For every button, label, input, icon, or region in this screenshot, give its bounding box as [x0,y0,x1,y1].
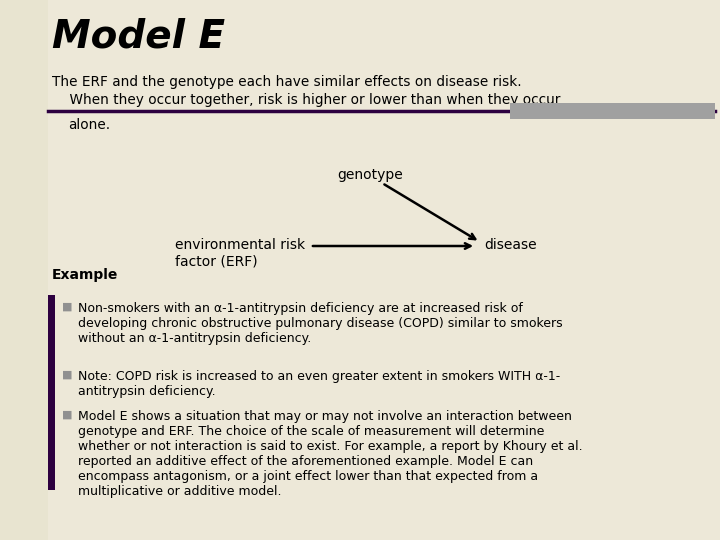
Text: When they occur together, risk is higher or lower than when they occur: When they occur together, risk is higher… [52,93,560,107]
Text: alone.: alone. [68,118,110,132]
Text: Note: COPD risk is increased to an even greater extent in smokers WITH α-1-
anti: Note: COPD risk is increased to an even … [78,370,560,398]
Text: genotype: genotype [337,168,403,182]
Text: ■: ■ [62,302,73,312]
Text: Example: Example [52,268,118,282]
Text: ■: ■ [62,370,73,380]
Text: Model E: Model E [52,18,225,56]
Text: Non-smokers with an α-1-antitrypsin deficiency are at increased risk of
developi: Non-smokers with an α-1-antitrypsin defi… [78,302,562,345]
Bar [48,295,55,490]
Text: The ERF and the genotype each have similar effects on disease risk.: The ERF and the genotype each have simil… [52,75,521,89]
Text: environmental risk
factor (ERF): environmental risk factor (ERF) [175,238,305,268]
Bar [0,0,48,540]
Text: ■: ■ [62,410,73,420]
Text: Model E shows a situation that may or may not involve an interaction between
gen: Model E shows a situation that may or ma… [78,410,582,498]
Bar [510,103,715,119]
Text: disease: disease [484,238,536,252]
